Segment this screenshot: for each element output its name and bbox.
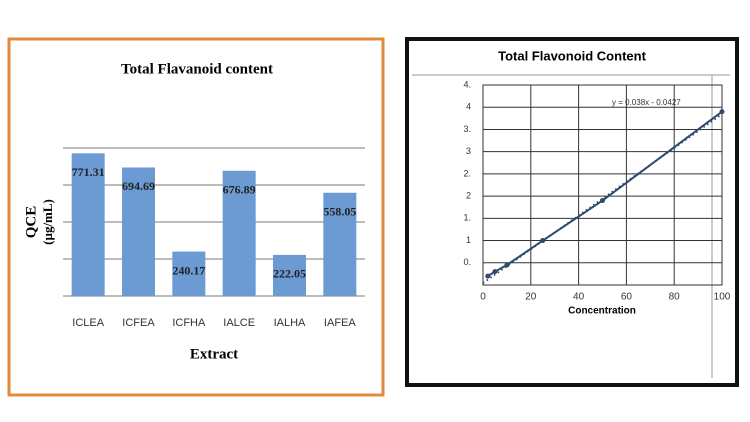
x-tick-label: 40 xyxy=(573,292,585,303)
y-tick-label: 0. xyxy=(463,257,471,267)
value-label: 558.05 xyxy=(323,205,356,219)
bar xyxy=(71,153,105,296)
bar xyxy=(122,167,155,296)
x-tick-label: ICLEA xyxy=(72,317,104,329)
right-title: Total Flavonoid Content xyxy=(498,48,646,63)
bar xyxy=(273,254,306,296)
left-frame xyxy=(7,37,385,397)
data-point xyxy=(719,109,725,115)
equation: y = 0.038x - 0.0427 xyxy=(612,98,681,107)
trend-line xyxy=(482,113,723,284)
value-label: 676.89 xyxy=(223,183,256,197)
y-label: QCE xyxy=(23,206,39,239)
x-tick-label: IALCE xyxy=(223,317,255,329)
x-label: Concentration xyxy=(568,306,636,317)
x-tick-label: IALHA xyxy=(274,317,306,329)
y-tick-label: 4 xyxy=(466,102,471,112)
x-tick-label: 20 xyxy=(525,292,537,303)
x-label: Extract xyxy=(190,346,238,362)
bar xyxy=(323,192,357,296)
x-tick-label: IAFEA xyxy=(324,317,356,329)
data-point xyxy=(485,273,491,279)
y-label: (µg/mL) xyxy=(40,199,55,245)
value-label: 240.17 xyxy=(172,263,205,277)
x-tick-label: ICFHA xyxy=(172,317,206,329)
x-tick-label: 80 xyxy=(669,292,681,303)
x-tick-label: ICFEA xyxy=(122,317,155,329)
data-point xyxy=(492,269,498,275)
y-tick-label: 3. xyxy=(463,124,471,134)
y-tick-label: 2 xyxy=(466,190,471,200)
x-tick-label: 0 xyxy=(480,292,486,303)
y-tick-label: 2. xyxy=(463,168,471,178)
bar xyxy=(172,251,206,296)
y-tick-label: 1 xyxy=(466,235,471,245)
right-frame xyxy=(405,37,739,387)
x-tick-label: 60 xyxy=(621,292,633,303)
value-label: 771.31 xyxy=(72,165,105,179)
value-label: 222.05 xyxy=(273,267,306,281)
y-tick-label: 3 xyxy=(466,146,471,156)
y-tick-label: 4. xyxy=(463,79,471,89)
bar xyxy=(222,170,256,296)
y-tick-label: 1. xyxy=(463,213,471,223)
left-title: Total Flavanoid content xyxy=(121,61,273,77)
x-tick-label: 100 xyxy=(714,292,731,303)
value-label: 694.69 xyxy=(122,179,155,193)
